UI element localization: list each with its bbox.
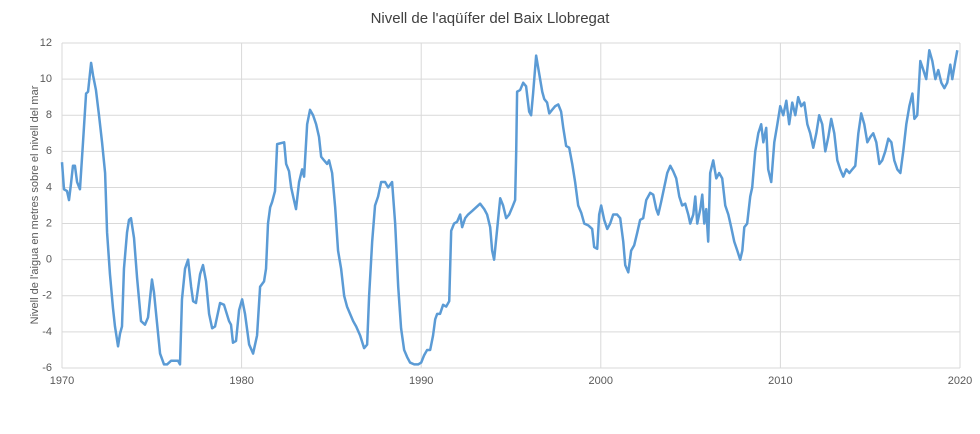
y-tick-label: 8 xyxy=(46,109,52,121)
y-tick-label: -2 xyxy=(42,290,52,302)
y-tick-label: 6 xyxy=(46,145,52,157)
y-tick-label: 10 xyxy=(40,73,52,85)
y-tick-label: 4 xyxy=(46,181,52,193)
y-tick-label: 12 xyxy=(40,37,52,49)
chart-title: Nivell de l'aqüífer del Baix Llobregat xyxy=(371,10,611,27)
x-tick-label: 1990 xyxy=(409,375,433,387)
x-tick-label: 1980 xyxy=(229,375,253,387)
data-line xyxy=(60,48,959,366)
y-axis-label: Nivell de l'aigua en metres sobre el niv… xyxy=(29,85,41,324)
y-tick-label: -6 xyxy=(42,362,52,374)
y-tick-label: 2 xyxy=(46,217,52,229)
x-tick-label: 1970 xyxy=(50,375,74,387)
x-tick-label: 2000 xyxy=(589,375,613,387)
y-tick-label: -4 xyxy=(42,326,52,338)
x-tick-label: 2010 xyxy=(768,375,792,387)
x-tick-label: 2020 xyxy=(948,375,972,387)
y-tick-label: 0 xyxy=(46,254,52,266)
